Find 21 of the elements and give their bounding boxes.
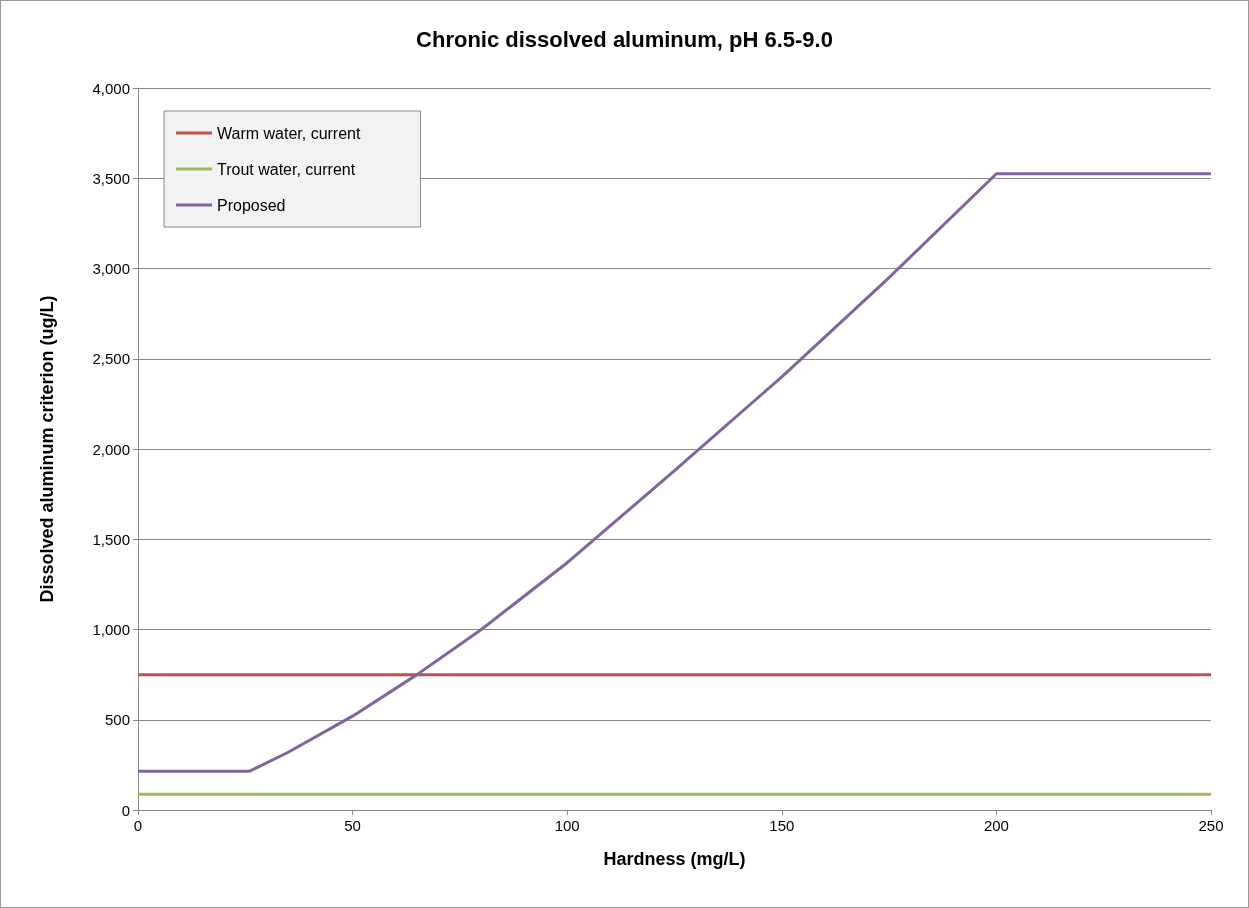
- x-tick-label: 250: [1198, 817, 1224, 834]
- legend-label: Proposed: [217, 196, 286, 214]
- y-tick-label: 1,500: [92, 530, 130, 548]
- y-tick-label: 0: [121, 801, 130, 819]
- y-tick-label: 500: [104, 711, 130, 729]
- y-tick-label: 2,500: [92, 350, 130, 368]
- chart-title: Chronic dissolved aluminum, pH 6.5-9.0: [416, 26, 833, 52]
- x-tick-label: 0: [133, 817, 143, 834]
- y-tick-label: 2,000: [92, 440, 130, 458]
- y-axis-title: Dissolved aluminum criterion (ug/L): [37, 295, 57, 603]
- y-tick-label: 1,000: [92, 621, 130, 638]
- x-tick-label: 100: [554, 817, 580, 834]
- y-tick-label: 4,000: [92, 79, 130, 97]
- y-tick-label: 3,000: [92, 260, 130, 277]
- legend-label: Trout water, current: [217, 160, 356, 178]
- x-tick-label: 50: [344, 817, 361, 834]
- x-tick-label: 150: [769, 817, 795, 834]
- x-axis-title: Hardness (mg/L): [603, 849, 746, 869]
- legend-label: Warm water, current: [217, 124, 361, 142]
- x-tick-label: 200: [983, 817, 1009, 834]
- y-tick-label: 3,500: [92, 169, 130, 187]
